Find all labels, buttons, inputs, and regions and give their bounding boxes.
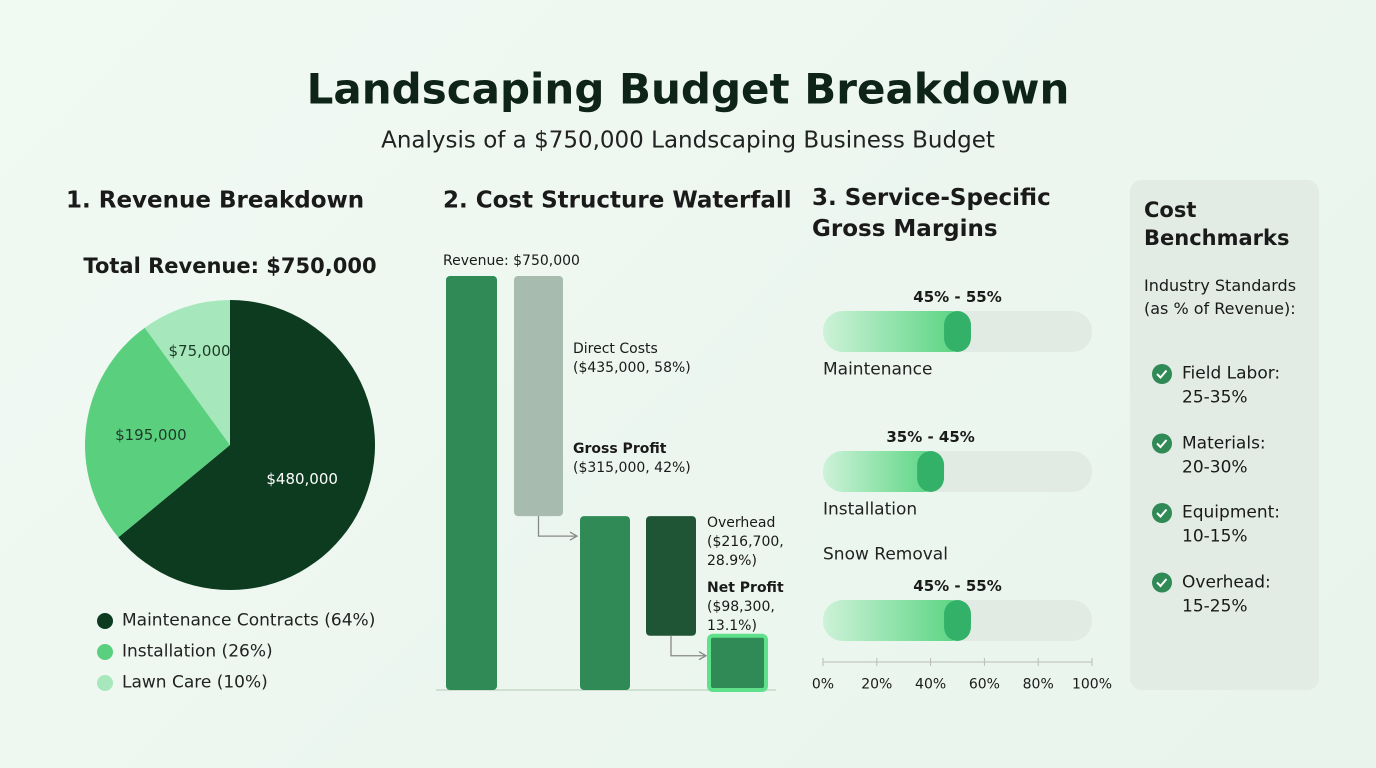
x-tick-label: 40% — [915, 676, 947, 693]
x-tick-label: 60% — [968, 676, 1000, 693]
range-band — [917, 451, 945, 492]
panel-subtitle: Industry Standards (as % of Revenue): — [1144, 276, 1297, 319]
benchmark-panel — [1130, 180, 1319, 690]
check-icon — [1152, 572, 1172, 593]
x-tick-label: 80% — [1022, 676, 1054, 693]
legend-swatch — [97, 644, 113, 660]
waterfall-bar — [646, 516, 696, 636]
range-fill — [823, 311, 971, 352]
slice-label: $195,000 — [115, 425, 187, 444]
connector-head — [569, 531, 579, 541]
benchmark-value: 15-25% — [1182, 596, 1248, 617]
benchmark-label: Overhead: — [1182, 572, 1271, 593]
range-fill — [823, 451, 945, 492]
pie-slice — [144, 300, 230, 445]
waterfall-bar — [580, 516, 630, 690]
value-label: ($435,000, 58%) — [573, 360, 691, 376]
check-mark — [1156, 439, 1168, 449]
slice-label: $480,000 — [266, 469, 338, 488]
legend-label: Installation (26%) — [122, 641, 273, 662]
x-tick-label: 20% — [861, 676, 893, 693]
legend-swatch — [97, 675, 113, 691]
connector — [670, 635, 705, 657]
value-label: ($98,300, 13.1%) — [707, 599, 775, 634]
legend-swatch — [97, 613, 113, 629]
benchmark-value: 10-15% — [1182, 526, 1248, 547]
slice-label: $75,000 — [168, 342, 231, 361]
category-label: Revenue: — [443, 253, 509, 269]
check-icon — [1152, 364, 1172, 384]
category-label: Net Profit — [707, 580, 784, 596]
value-label: ($315,000, 42%) — [573, 460, 691, 476]
check-mark — [1156, 508, 1168, 518]
value-label: ($216,700, 28.9%) — [707, 534, 784, 569]
category-label: Gross Profit — [573, 441, 667, 457]
category-label: Installation — [823, 499, 918, 520]
x-tick-label: 0% — [811, 676, 835, 693]
pie-slice — [118, 300, 376, 590]
range-label: 45% - 55% — [913, 576, 1002, 595]
category-label: Direct Costs — [573, 341, 658, 357]
range-band — [944, 311, 971, 352]
range-fill — [823, 600, 971, 641]
value-label: $750,000 — [513, 253, 580, 269]
legend-label: Maintenance Contracts (64%) — [122, 610, 376, 631]
waterfall-bar — [514, 276, 563, 517]
section-title: 3. Service-Specific Gross Margins — [812, 185, 1051, 243]
legend-label: Lawn Care (10%) — [122, 672, 268, 693]
check-mark — [1156, 369, 1168, 379]
benchmark-label: Equipment: — [1182, 502, 1281, 523]
pie-slice — [85, 327, 230, 538]
connector-head — [698, 651, 708, 661]
category-label: Snow Removal — [823, 544, 948, 565]
range-band — [944, 600, 971, 641]
panel-title: Cost Benchmarks — [1144, 198, 1290, 251]
waterfall-bar — [707, 633, 768, 693]
category-label: Maintenance — [823, 359, 933, 380]
check-mark — [1156, 578, 1168, 588]
range-label: 35% - 45% — [886, 427, 975, 446]
bar-label: Revenue: $750,000 — [443, 252, 580, 271]
page-title: Landscaping Budget Breakdown — [306, 64, 1070, 114]
x-tick-label: 100% — [1071, 676, 1113, 693]
waterfall-bar — [446, 276, 497, 690]
category-label: Overhead — [707, 515, 776, 531]
section-title: 1. Revenue Breakdown — [66, 187, 365, 214]
page-subtitle: Analysis of a $750,000 Landscaping Busin… — [381, 127, 995, 154]
benchmark-value: 25-35% — [1182, 387, 1248, 408]
chart-subtitle: Total Revenue: $750,000 — [83, 253, 377, 278]
benchmark-value: 20-30% — [1182, 457, 1248, 478]
benchmark-label: Materials: — [1182, 433, 1266, 454]
benchmark-label: Field Labor: — [1182, 363, 1281, 384]
connector — [537, 516, 576, 537]
range-label: 45% - 55% — [913, 287, 1002, 306]
check-icon — [1152, 503, 1172, 523]
section-title: 2. Cost Structure Waterfall — [443, 187, 792, 214]
check-icon — [1152, 433, 1172, 454]
